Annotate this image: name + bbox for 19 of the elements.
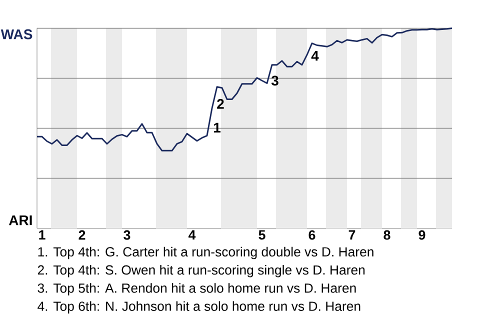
x-tick-label: 7 xyxy=(348,230,356,240)
x-tick-label: 1 xyxy=(39,230,46,240)
text: 4. Top 6th: N. Johnson hit a solo home run vs D. Haren xyxy=(38,301,360,314)
x-tick-label: 9 xyxy=(418,230,426,240)
annotation: 4 xyxy=(311,51,319,61)
text: 3. Top 5th: A. Rendon hit a solo home run vs D. Haren xyxy=(38,283,356,296)
annotation: 1 xyxy=(214,122,220,132)
x-tick-label: 2 xyxy=(78,230,86,240)
x-tick-label: 8 xyxy=(384,230,390,240)
text: ARI xyxy=(8,215,32,226)
annotation: 2 xyxy=(217,98,224,109)
x-tick-label: 6 xyxy=(308,230,316,240)
x-tick-label: 5 xyxy=(258,230,266,240)
x-tick-label: 3 xyxy=(124,230,130,240)
text: 1. Top 4th: G. Carter hit a run-scoring double vs D. Haren xyxy=(38,246,374,260)
annotation: 3 xyxy=(271,76,278,86)
text: WAS xyxy=(0,29,32,40)
text: 2. Top 4th: S. Owen hit a run-scoring single vs D. Haren xyxy=(38,264,365,278)
x-tick-label: 4 xyxy=(188,230,196,240)
